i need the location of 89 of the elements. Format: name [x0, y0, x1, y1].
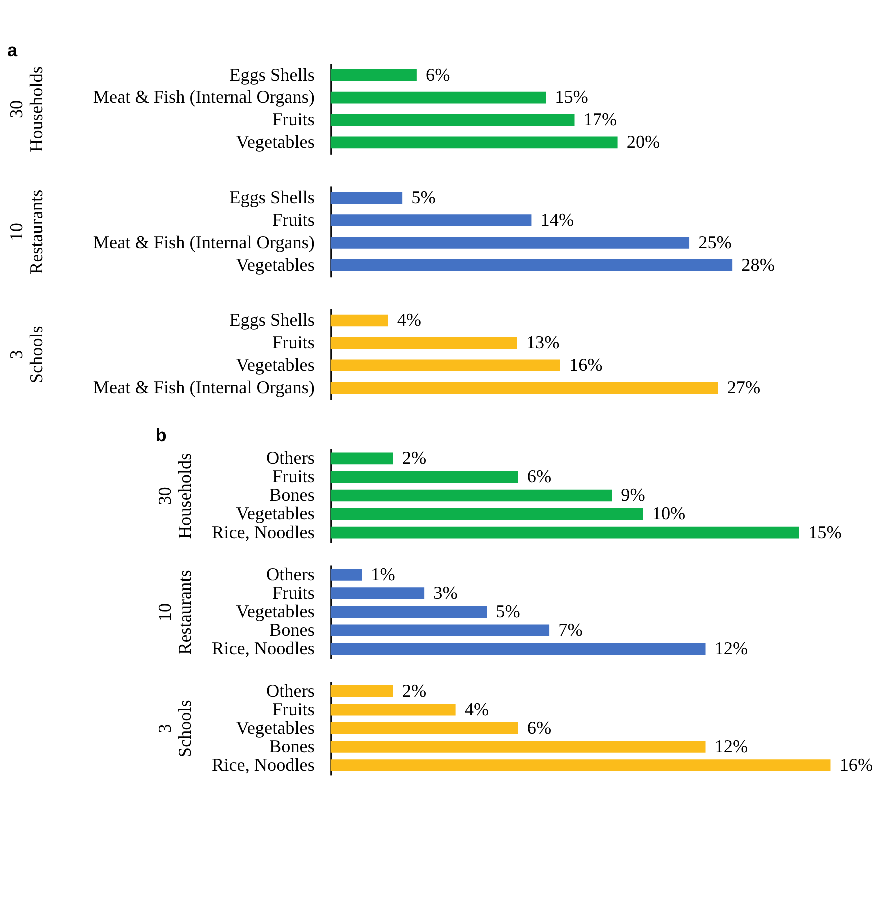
- data-label: 2%: [402, 448, 427, 468]
- bar: [330, 526, 800, 539]
- y-tick-label: Rice, Noodles: [212, 754, 315, 775]
- bar: [330, 508, 644, 520]
- data-label: 5%: [412, 188, 436, 208]
- y-tick-label: Eggs Shells: [230, 188, 315, 208]
- y-tick-label: Bones: [270, 485, 315, 506]
- bar: [330, 360, 560, 372]
- y-tick-label: Rice, Noodles: [212, 522, 315, 542]
- bar: [330, 704, 456, 716]
- y-axis-title: 3 Schools: [6, 326, 46, 384]
- data-label: 3%: [434, 583, 458, 604]
- y-tick-label: Fruits: [272, 583, 315, 604]
- bar: [330, 624, 550, 637]
- y-tick-label: Others: [266, 448, 315, 468]
- data-label: 6%: [527, 466, 552, 487]
- y-tick-label: Fruits: [272, 332, 315, 353]
- text: a: [7, 40, 18, 60]
- bar: [330, 685, 394, 698]
- data-label: 15%: [555, 87, 588, 108]
- bar: [330, 471, 518, 484]
- data-label: 6%: [426, 64, 450, 85]
- data-label: 27%: [727, 378, 761, 398]
- y-tick-label: Vegetables: [236, 254, 315, 275]
- bar: [330, 136, 618, 149]
- y-tick-label: Fruits: [272, 466, 315, 487]
- y-tick-label: Eggs Shells: [230, 310, 315, 330]
- y-tick-label: Vegetables: [236, 355, 315, 376]
- y-axis-title: 10 Restaurants: [6, 190, 46, 275]
- y-tick-label: Fruits: [272, 210, 315, 230]
- y-tick-label: Meat & Fish (Internal Organs): [93, 87, 315, 108]
- data-label: 14%: [540, 210, 574, 230]
- y-tick-label: Fruits: [272, 699, 315, 720]
- y-tick-label: Bones: [270, 736, 315, 756]
- y-axis-title: 30 Households: [6, 66, 46, 152]
- data-label: 4%: [397, 310, 422, 330]
- y-axis-title: 3 Schools: [154, 700, 195, 758]
- data-label: 2%: [402, 680, 427, 701]
- y-tick-label: Meat & Fish (Internal Organs): [93, 378, 315, 398]
- bar: [330, 237, 690, 249]
- text: b: [156, 426, 167, 446]
- y-tick-label: Bones: [270, 620, 315, 640]
- bar: [330, 490, 612, 502]
- data-label: 16%: [840, 754, 874, 775]
- data-label: 16%: [569, 355, 603, 376]
- y-axis-title: 30 Households: [154, 453, 195, 540]
- data-label: 25%: [698, 232, 732, 252]
- y-tick-label: Vegetables: [236, 132, 315, 152]
- data-label: 5%: [496, 602, 520, 622]
- y-tick-label: Others: [266, 680, 315, 701]
- y-axis-title: 10 Restaurants: [154, 570, 195, 655]
- bar: [330, 643, 706, 656]
- bar: [330, 214, 532, 226]
- data-label: 17%: [584, 110, 618, 130]
- bar: [330, 569, 362, 581]
- bar: [330, 259, 733, 272]
- bar: [330, 92, 546, 104]
- bar: [330, 452, 394, 465]
- bar: [330, 588, 425, 600]
- bar: [330, 382, 718, 394]
- bar: [330, 114, 575, 126]
- data-label: 28%: [742, 254, 775, 275]
- y-tick-label: Eggs Shells: [230, 64, 315, 85]
- bar: [330, 69, 417, 82]
- data-label: 9%: [621, 485, 646, 506]
- y-tick-label: Vegetables: [236, 504, 315, 524]
- bar: [330, 741, 706, 753]
- y-tick-label: Vegetables: [236, 718, 315, 738]
- data-label: 20%: [626, 132, 660, 152]
- y-tick-label: Meat & Fish (Internal Organs): [93, 232, 315, 252]
- bar: [330, 606, 488, 618]
- data-label: 6%: [527, 718, 552, 738]
- y-tick-label: Rice, Noodles: [212, 638, 315, 659]
- y-tick-label: Vegetables: [236, 602, 315, 622]
- data-label: 1%: [371, 564, 396, 584]
- data-label: 12%: [714, 736, 748, 756]
- data-label: 4%: [464, 699, 490, 720]
- data-label: 10%: [652, 504, 686, 524]
- bar: [330, 337, 518, 350]
- data-label: 7%: [558, 620, 583, 640]
- data-label: 15%: [808, 522, 842, 542]
- bar: [330, 314, 388, 327]
- bar: [330, 192, 403, 204]
- y-tick-label: Fruits: [272, 110, 315, 130]
- bar: [330, 722, 518, 734]
- data-label: 13%: [526, 332, 560, 353]
- y-tick-label: Others: [266, 564, 315, 584]
- data-label: 12%: [714, 638, 748, 659]
- bar: [330, 760, 831, 772]
